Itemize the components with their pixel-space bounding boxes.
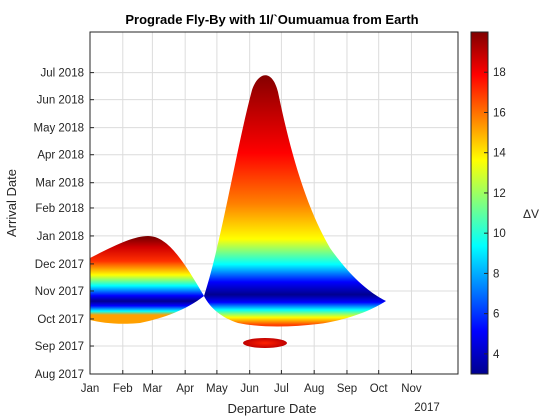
contour-small-island	[243, 338, 287, 348]
y-axis-ticks: Aug 2017 Sep 2017 Oct 2017 Nov 2017 Dec 2017…	[33, 68, 94, 381]
x-tick-label: Apr	[176, 383, 194, 395]
x-axis-ticks: Jan Feb Mar Apr May Jun Jul Aug Sep Oct Nov	[81, 370, 422, 395]
contour-regions	[90, 75, 386, 348]
colorbar-tick-label: 4	[493, 349, 500, 361]
contour-left-lobe	[90, 236, 204, 324]
x-tick-label: Jan	[81, 383, 100, 395]
x-tick-label: Aug	[304, 383, 324, 395]
colorbar-label: ΔV	[523, 207, 539, 221]
colorbar-tick-label: 8	[493, 268, 499, 280]
axes-frame	[89, 31, 459, 375]
colorbar	[470, 31, 489, 375]
x-tick-label: Mar	[142, 383, 162, 395]
colorbar-tick-label: 10	[493, 228, 506, 240]
y-tick-label: Nov 2017	[35, 286, 84, 298]
contour-right-lobe	[204, 75, 386, 327]
colorbar-tick-label: 18	[493, 67, 506, 79]
chart-title: Prograde Fly-By with 1I/`Oumuamua from E…	[125, 12, 418, 27]
x-tick-label: Sep	[337, 383, 357, 395]
y-tick-label: Jan 2018	[37, 231, 84, 243]
y-tick-label: Dec 2017	[35, 259, 84, 271]
colorbar-tick-label: 6	[493, 309, 499, 321]
y-axis-label: Arrival Date	[4, 169, 19, 237]
y-tick-label: Aug 2017	[35, 369, 84, 381]
x-tick-label: Feb	[113, 383, 133, 395]
y-tick-label: May 2018	[33, 123, 84, 135]
x-axis-year-label: 2017	[414, 402, 440, 414]
colorbar-tick-label: 14	[493, 148, 506, 160]
colorbar-ticks: 4 6 8 10 12 14 16 18	[484, 67, 506, 361]
x-axis-label: Departure Date	[228, 401, 317, 416]
x-tick-label: Jun	[240, 383, 259, 395]
x-tick-label: May	[206, 383, 228, 395]
x-tick-label: Nov	[401, 383, 422, 395]
y-tick-label: Oct 2017	[37, 314, 84, 326]
y-tick-label: Mar 2018	[35, 178, 84, 190]
colorbar-tick-label: 16	[493, 107, 506, 119]
x-tick-label: Oct	[370, 383, 389, 395]
colorbar-tick-label: 12	[493, 188, 506, 200]
y-tick-label: Apr 2018	[37, 150, 84, 162]
x-tick-label: Jul	[274, 383, 289, 395]
y-tick-label: Jul 2018	[41, 68, 84, 80]
y-tick-label: Feb 2018	[35, 203, 84, 215]
y-tick-label: Sep 2017	[35, 341, 84, 353]
y-tick-label: Jun 2018	[37, 95, 84, 107]
